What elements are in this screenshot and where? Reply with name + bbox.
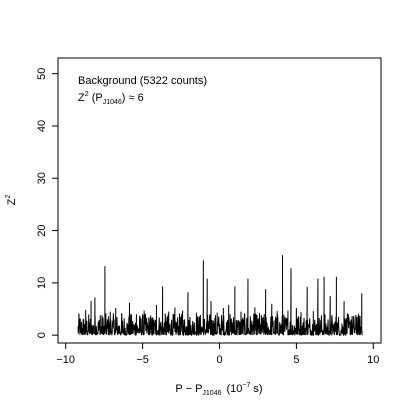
y-tick-label: 10 [36, 277, 48, 289]
x-tick-label: −5 [136, 354, 149, 366]
y-tick-label: 30 [36, 172, 48, 184]
x-tick-label: 5 [293, 354, 299, 366]
x-tick-label: 10 [367, 354, 379, 366]
y-axis: 0 10 20 30 40 50 [36, 68, 59, 338]
series-line [77, 255, 363, 337]
y-axis-label-main: Z [6, 198, 18, 205]
x-axis-label-sub: J1046 [202, 390, 221, 397]
x-axis: −10 −5 0 5 10 [56, 342, 379, 366]
x-axis-label-main: P − P [175, 383, 202, 395]
annotation-z: Z [78, 92, 85, 104]
y-axis-label: Z2 [5, 195, 18, 206]
y-axis-label-sup: 2 [5, 195, 12, 199]
x-tick-label: −10 [56, 354, 75, 366]
x-axis-label-suffix: s) [250, 383, 262, 395]
x-tick-label: 0 [216, 354, 222, 366]
x-axis-label-exp: −7 [242, 382, 250, 389]
annotation-line1: Background (5322 counts) [78, 75, 207, 87]
annotation-line2: Z2 (PJ1046) ≈ 6 [78, 91, 144, 106]
y-tick-label: 40 [36, 120, 48, 132]
annotation-suffix: ) ≈ 6 [122, 92, 144, 104]
annotation-open: (P [89, 92, 103, 104]
y-tick-label: 20 [36, 224, 48, 236]
x-axis-label: P − PJ1046 (10−7 s) [175, 382, 262, 397]
annotation-sub: J1046 [103, 99, 122, 106]
y-tick-label: 50 [36, 68, 48, 80]
y-tick-label: 0 [36, 332, 48, 338]
series-group [77, 255, 363, 337]
annotation-z-sup: 2 [85, 91, 89, 98]
x-axis-label-unit: (10 [226, 383, 242, 395]
